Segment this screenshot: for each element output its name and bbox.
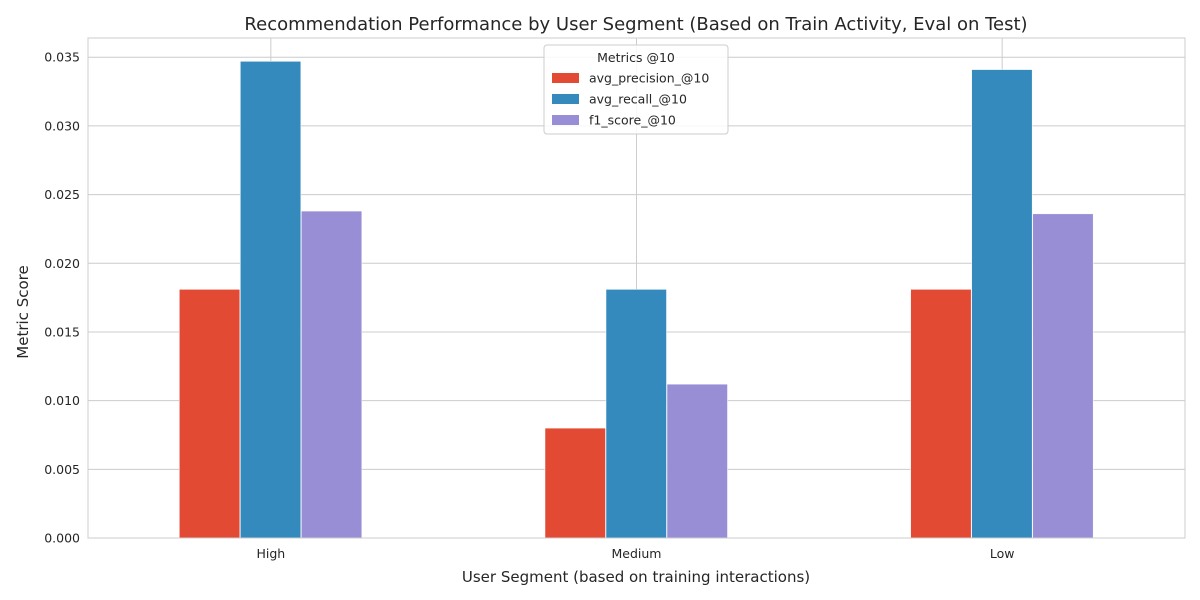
- x-axis-label: User Segment (based on training interact…: [462, 568, 810, 586]
- bar-avg_precision_@10-Medium: [544, 427, 606, 539]
- y-tick-label: 0.020: [44, 256, 80, 271]
- y-tick-label: 0.000: [44, 531, 80, 546]
- bar-f1_score_@10-High: [301, 210, 363, 539]
- x-tick-label: Medium: [612, 546, 662, 561]
- y-tick-labels: 0.000 0.005 0.010 0.015 0.020 0.025 0.030 0.035: [44, 50, 80, 546]
- y-tick-label: 0.005: [44, 462, 80, 477]
- y-tick-label: 0.015: [44, 324, 80, 339]
- bar-avg_recall_@10-High: [240, 61, 302, 539]
- y-tick-label: 0.010: [44, 393, 80, 408]
- bar-avg_recall_@10-Low: [971, 69, 1033, 539]
- legend-swatch: [552, 94, 579, 104]
- y-tick-label: 0.035: [44, 50, 80, 65]
- legend-swatch: [552, 73, 579, 83]
- y-tick-label: 0.030: [44, 118, 80, 133]
- y-axis-label: Metric Score: [14, 265, 32, 358]
- legend-box: [543, 44, 729, 135]
- bar-avg_recall_@10-Medium: [605, 289, 667, 539]
- legend-title: Metrics @10: [597, 50, 675, 65]
- legend-label: f1_score_@10: [589, 113, 676, 128]
- bar-f1_score_@10-Low: [1032, 213, 1094, 539]
- legend-items: avg_precision_@10 avg_recall_@10 f1_score_…: [552, 71, 709, 128]
- legend: Metrics @10 avg_precision_@10 avg_recall_…: [543, 44, 729, 135]
- bar-avg_precision_@10-High: [179, 289, 241, 539]
- bar-avg_precision_@10-Low: [910, 289, 972, 539]
- chart-title: Recommendation Performance by User Segme…: [244, 14, 1027, 35]
- y-tick-label: 0.025: [44, 187, 80, 202]
- plot-frame: [87, 37, 1186, 539]
- bar-f1_score_@10-Medium: [666, 383, 728, 539]
- legend-swatch: [552, 115, 579, 125]
- x-tick-labels: High Medium Low: [256, 546, 1014, 561]
- legend-label: avg_recall_@10: [589, 92, 687, 107]
- legend-label: avg_precision_@10: [589, 71, 709, 86]
- x-tick-label: High: [256, 546, 285, 561]
- bars: [179, 61, 1094, 539]
- x-tick-label: Low: [990, 546, 1015, 561]
